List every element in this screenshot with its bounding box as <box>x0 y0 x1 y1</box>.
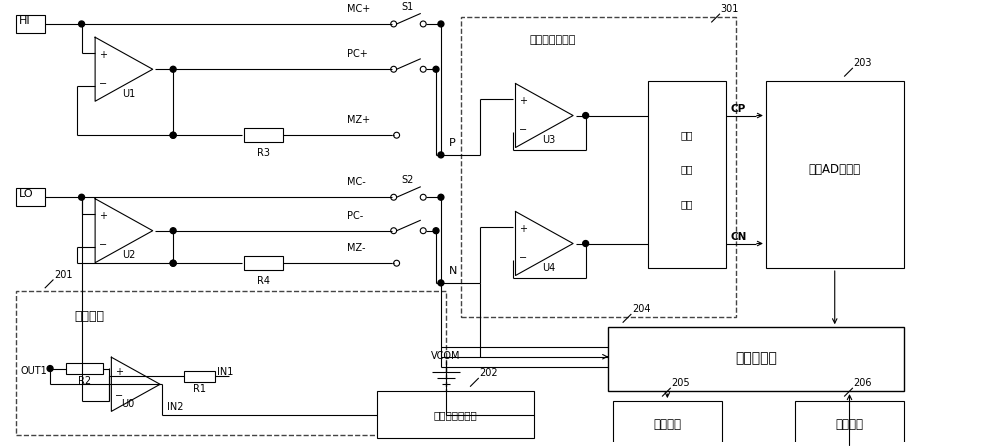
Bar <box>795 401 904 447</box>
Text: U3: U3 <box>543 135 556 145</box>
Text: LO: LO <box>19 190 33 199</box>
Text: 差分AD转换器: 差分AD转换器 <box>809 163 861 176</box>
Bar <box>184 371 215 382</box>
Text: IN2: IN2 <box>167 402 183 412</box>
Text: MZ-: MZ- <box>347 243 366 253</box>
Text: −: − <box>99 79 107 89</box>
Text: 处理器系统: 处理器系统 <box>735 352 777 366</box>
Bar <box>377 391 534 439</box>
Text: 程控增益缓冲器: 程控增益缓冲器 <box>530 35 576 45</box>
Text: 203: 203 <box>853 58 872 68</box>
Text: 衰减: 衰减 <box>681 164 693 175</box>
Text: S2: S2 <box>402 175 414 186</box>
Text: 输出装置: 输出装置 <box>653 418 681 431</box>
Circle shape <box>170 66 176 72</box>
Bar <box>16 15 45 33</box>
Text: 前馈网络: 前馈网络 <box>75 311 105 324</box>
Text: HI: HI <box>19 16 30 26</box>
Circle shape <box>433 228 439 234</box>
Text: MC-: MC- <box>347 177 366 187</box>
Bar <box>16 291 446 435</box>
Text: 204: 204 <box>632 304 650 314</box>
Text: +: + <box>99 211 107 221</box>
Text: N: N <box>449 266 457 276</box>
Circle shape <box>170 260 176 266</box>
Bar <box>461 17 736 317</box>
Text: P: P <box>449 138 456 148</box>
Text: R4: R4 <box>257 276 270 286</box>
Circle shape <box>79 21 85 27</box>
Text: 网络: 网络 <box>681 199 693 209</box>
Circle shape <box>79 194 85 200</box>
Circle shape <box>438 152 444 158</box>
Text: −: − <box>519 125 528 135</box>
Text: U4: U4 <box>543 263 556 273</box>
Text: −: − <box>115 392 123 401</box>
Text: MC+: MC+ <box>347 4 371 14</box>
Text: IN1: IN1 <box>217 367 234 377</box>
Text: CN: CN <box>730 232 747 241</box>
Text: 206: 206 <box>853 378 872 388</box>
Text: R3: R3 <box>257 148 270 158</box>
Bar <box>613 401 722 447</box>
Text: 程控: 程控 <box>681 130 693 140</box>
Bar <box>244 256 283 270</box>
Circle shape <box>438 21 444 27</box>
Text: MZ+: MZ+ <box>347 115 371 125</box>
Circle shape <box>433 66 439 72</box>
Circle shape <box>47 366 53 371</box>
Text: PC+: PC+ <box>347 50 368 59</box>
Text: +: + <box>115 367 123 377</box>
Text: R1: R1 <box>193 384 206 394</box>
Bar <box>16 188 45 206</box>
Text: S1: S1 <box>402 2 414 12</box>
Text: VCOM: VCOM <box>431 350 461 361</box>
Text: U0: U0 <box>121 399 134 409</box>
Text: +: + <box>519 224 527 234</box>
Bar <box>66 363 103 375</box>
Text: CP: CP <box>730 104 746 114</box>
Circle shape <box>170 260 176 266</box>
Text: 输入装置: 输入装置 <box>836 418 864 431</box>
Text: 202: 202 <box>479 368 498 379</box>
Text: +: + <box>99 50 107 60</box>
Text: U1: U1 <box>122 89 135 99</box>
Circle shape <box>583 113 589 118</box>
Bar <box>608 327 904 391</box>
Text: U2: U2 <box>122 250 136 261</box>
Text: 301: 301 <box>721 4 739 14</box>
Text: OUT1: OUT1 <box>21 367 47 376</box>
Text: −: − <box>519 253 528 263</box>
Circle shape <box>438 194 444 200</box>
Circle shape <box>170 132 176 138</box>
Bar <box>648 81 726 268</box>
Text: 共模电压发生器: 共模电压发生器 <box>434 410 478 420</box>
Text: 205: 205 <box>671 378 690 388</box>
Circle shape <box>583 240 589 246</box>
Text: PC-: PC- <box>347 211 364 221</box>
Text: +: + <box>519 96 527 106</box>
Text: 201: 201 <box>54 270 73 280</box>
Bar <box>244 128 283 142</box>
Bar <box>766 81 904 268</box>
Circle shape <box>170 228 176 234</box>
Circle shape <box>170 132 176 138</box>
Circle shape <box>438 280 444 286</box>
Text: −: − <box>99 240 107 250</box>
Text: R2: R2 <box>78 376 91 386</box>
